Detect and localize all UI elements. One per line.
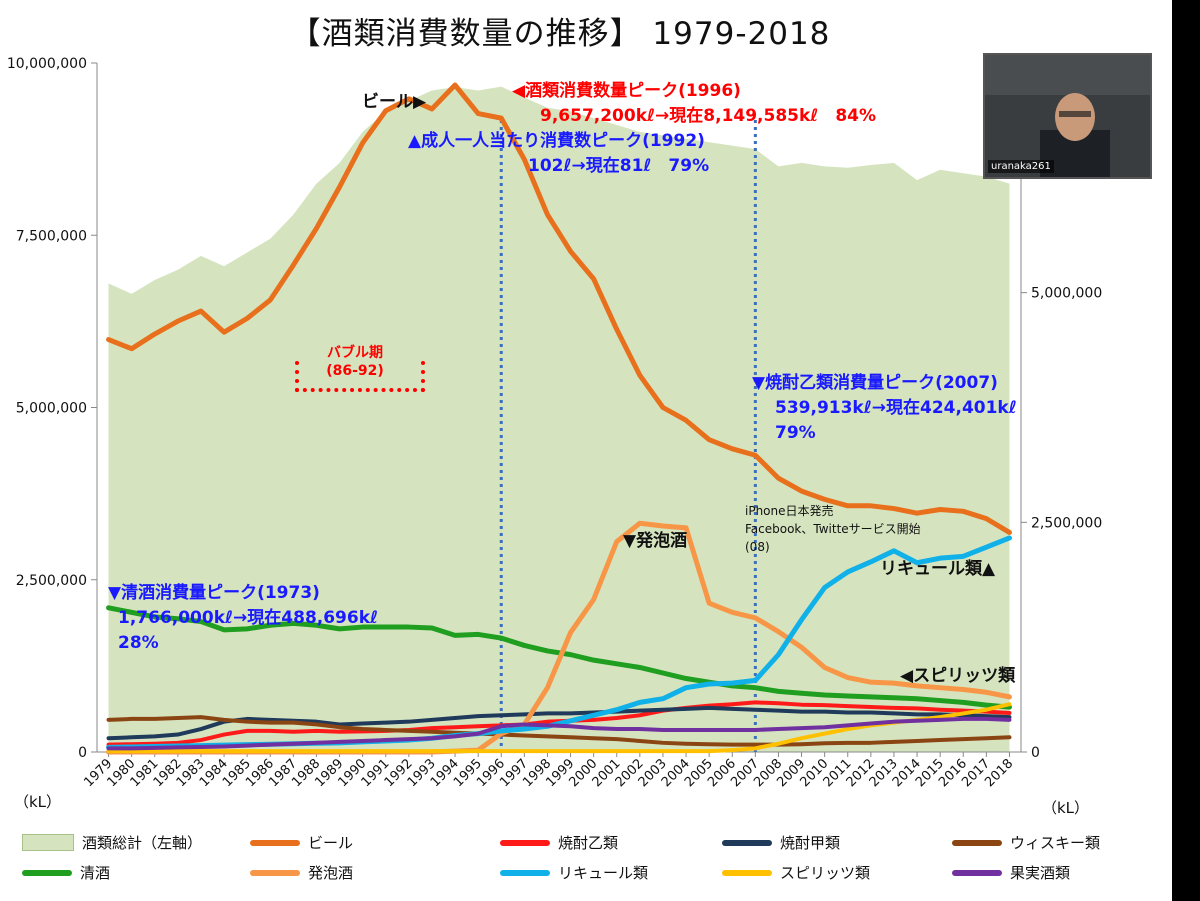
chart-canvas: 0 2,500,000 5,000,000 7,500,000 10,000,000 0 2… (7, 56, 1102, 790)
total-peak-annotation-line2: 9,657,200kℓ→現在8,149,585kℓ 84% (540, 106, 877, 126)
left-axis-unit: （kL） (14, 793, 62, 811)
series-line-4 (106, 715, 1012, 747)
legend-label-1: ビール (308, 834, 354, 852)
left-tick-label-3: 7,500,000 (16, 228, 87, 244)
adult-peak-annotation-line1: ▲成人一人当たり消費数ピーク(1992) (408, 131, 705, 151)
right-tick-label-1: 2,500,000 (1031, 515, 1102, 531)
legend-swatch-3 (722, 839, 772, 846)
adult-peak-annotation-line2: 102ℓ→現在81ℓ 79% (528, 156, 710, 176)
person-video-icon (985, 55, 1150, 177)
legend-label-8: スピリッツ類 (780, 864, 871, 882)
shochu-peak-annotation-line3: 79% (775, 423, 816, 443)
legend-item-6: 発泡酒 (250, 862, 353, 883)
legend-label-4: ウィスキー類 (1010, 834, 1101, 852)
legend-label-7: リキュール類 (558, 864, 649, 882)
legend-swatch-1 (250, 839, 300, 846)
legend-label-9: 果実酒類 (1010, 864, 1071, 882)
legend-swatch-8 (722, 869, 772, 876)
legend-item-5: 清酒 (22, 862, 110, 883)
total-peak-annotation-line1: ◀酒類消費数量ピーク(1996) (512, 81, 741, 101)
legend-swatch-2 (500, 839, 550, 846)
shochu-peak-annotation-line2: 539,913kℓ→現在424,401kℓ (775, 398, 1017, 418)
right-tick-label-2: 5,000,000 (1031, 286, 1102, 302)
series-line-8 (106, 702, 1012, 754)
right-tick-label-0: 0 (1031, 745, 1040, 761)
series-area-0 (108, 86, 1010, 753)
legend-item-0: 酒類総計（左軸） (22, 832, 202, 853)
left-tick-label-2: 5,000,000 (16, 401, 87, 417)
legend-label-3: 焼酎甲類 (780, 834, 841, 852)
chart-legend: 酒類総計（左軸） ビール 焼酎乙類 焼酎甲類 ウィスキー類清酒 発泡酒 リキュール類 スピリッ… (22, 832, 1122, 888)
legend-label-2: 焼酎乙類 (558, 834, 619, 852)
sake-peak-annotation-line2: 1,766,000kℓ→現在488,696kℓ (118, 608, 379, 628)
spirits-annotation: ◀スピリッツ類 (900, 666, 1016, 686)
series-line-3 (106, 705, 1012, 741)
legend-item-1: ビール (250, 832, 353, 853)
iphone-annotation-line1: iPhone日本発売 (745, 504, 834, 518)
legend-item-7: リキュール類 (500, 862, 648, 883)
webcam-video-tile[interactable]: uranaka261 (983, 53, 1152, 179)
legend-swatch-5 (22, 869, 72, 876)
legend-swatch-7 (500, 869, 550, 876)
sake-peak-annotation-line3: 28% (118, 633, 159, 653)
legend-item-2: 焼酎乙類 (500, 832, 618, 853)
legend-label-0: 酒類総計（左軸） (82, 834, 203, 852)
left-tick-label-4: 10,000,000 (7, 56, 87, 72)
legend-swatch-0 (22, 834, 74, 851)
bubble-period-label: バブル期 (86-92) (300, 344, 410, 380)
legend-swatch-9 (952, 869, 1002, 876)
series-line-1 (106, 82, 1012, 535)
webcam-participant-name: uranaka261 (988, 160, 1054, 173)
legend-item-9: 果実酒類 (952, 862, 1070, 883)
series-line-9 (106, 716, 1012, 751)
liqueur-annotation: リキュール類▲ (880, 559, 996, 579)
legend-label-5: 清酒 (80, 864, 111, 882)
right-axis-unit: （kL） (1042, 799, 1090, 817)
left-tick-label-1: 2,500,000 (16, 573, 87, 589)
legend-swatch-4 (952, 839, 1002, 846)
legend-item-4: ウィスキー類 (952, 832, 1100, 853)
legend-item-8: スピリッツ類 (722, 862, 870, 883)
series-line-5 (106, 605, 1012, 710)
legend-swatch-6 (250, 869, 300, 876)
sake-peak-annotation-line1: ▼清酒消費量ピーク(1973) (108, 583, 320, 603)
legend-item-3: 焼酎甲類 (722, 832, 840, 853)
iphone-annotation-line2: Facebook、Twitteサービス開始 (745, 522, 921, 536)
legend-label-6: 発泡酒 (308, 864, 354, 882)
beer-annotation: ビール▶ (362, 92, 427, 112)
bubble-label-line2: (86-92) (326, 363, 384, 379)
left-tick-label-0: 0 (78, 745, 87, 761)
bubble-period-bracket (295, 361, 425, 392)
iphone-annotation-line3: (08) (745, 540, 770, 554)
screen-edge-bar (1172, 0, 1200, 901)
happoshu-annotation: ▼発泡酒 (623, 531, 688, 551)
chart-title: 【酒類消費数量の推移】 1979-2018 (289, 16, 831, 52)
shochu-peak-annotation-line1: ▼焼酎乙類消費量ピーク(2007) (752, 373, 998, 393)
bubble-label-line1: バブル期 (327, 345, 383, 361)
